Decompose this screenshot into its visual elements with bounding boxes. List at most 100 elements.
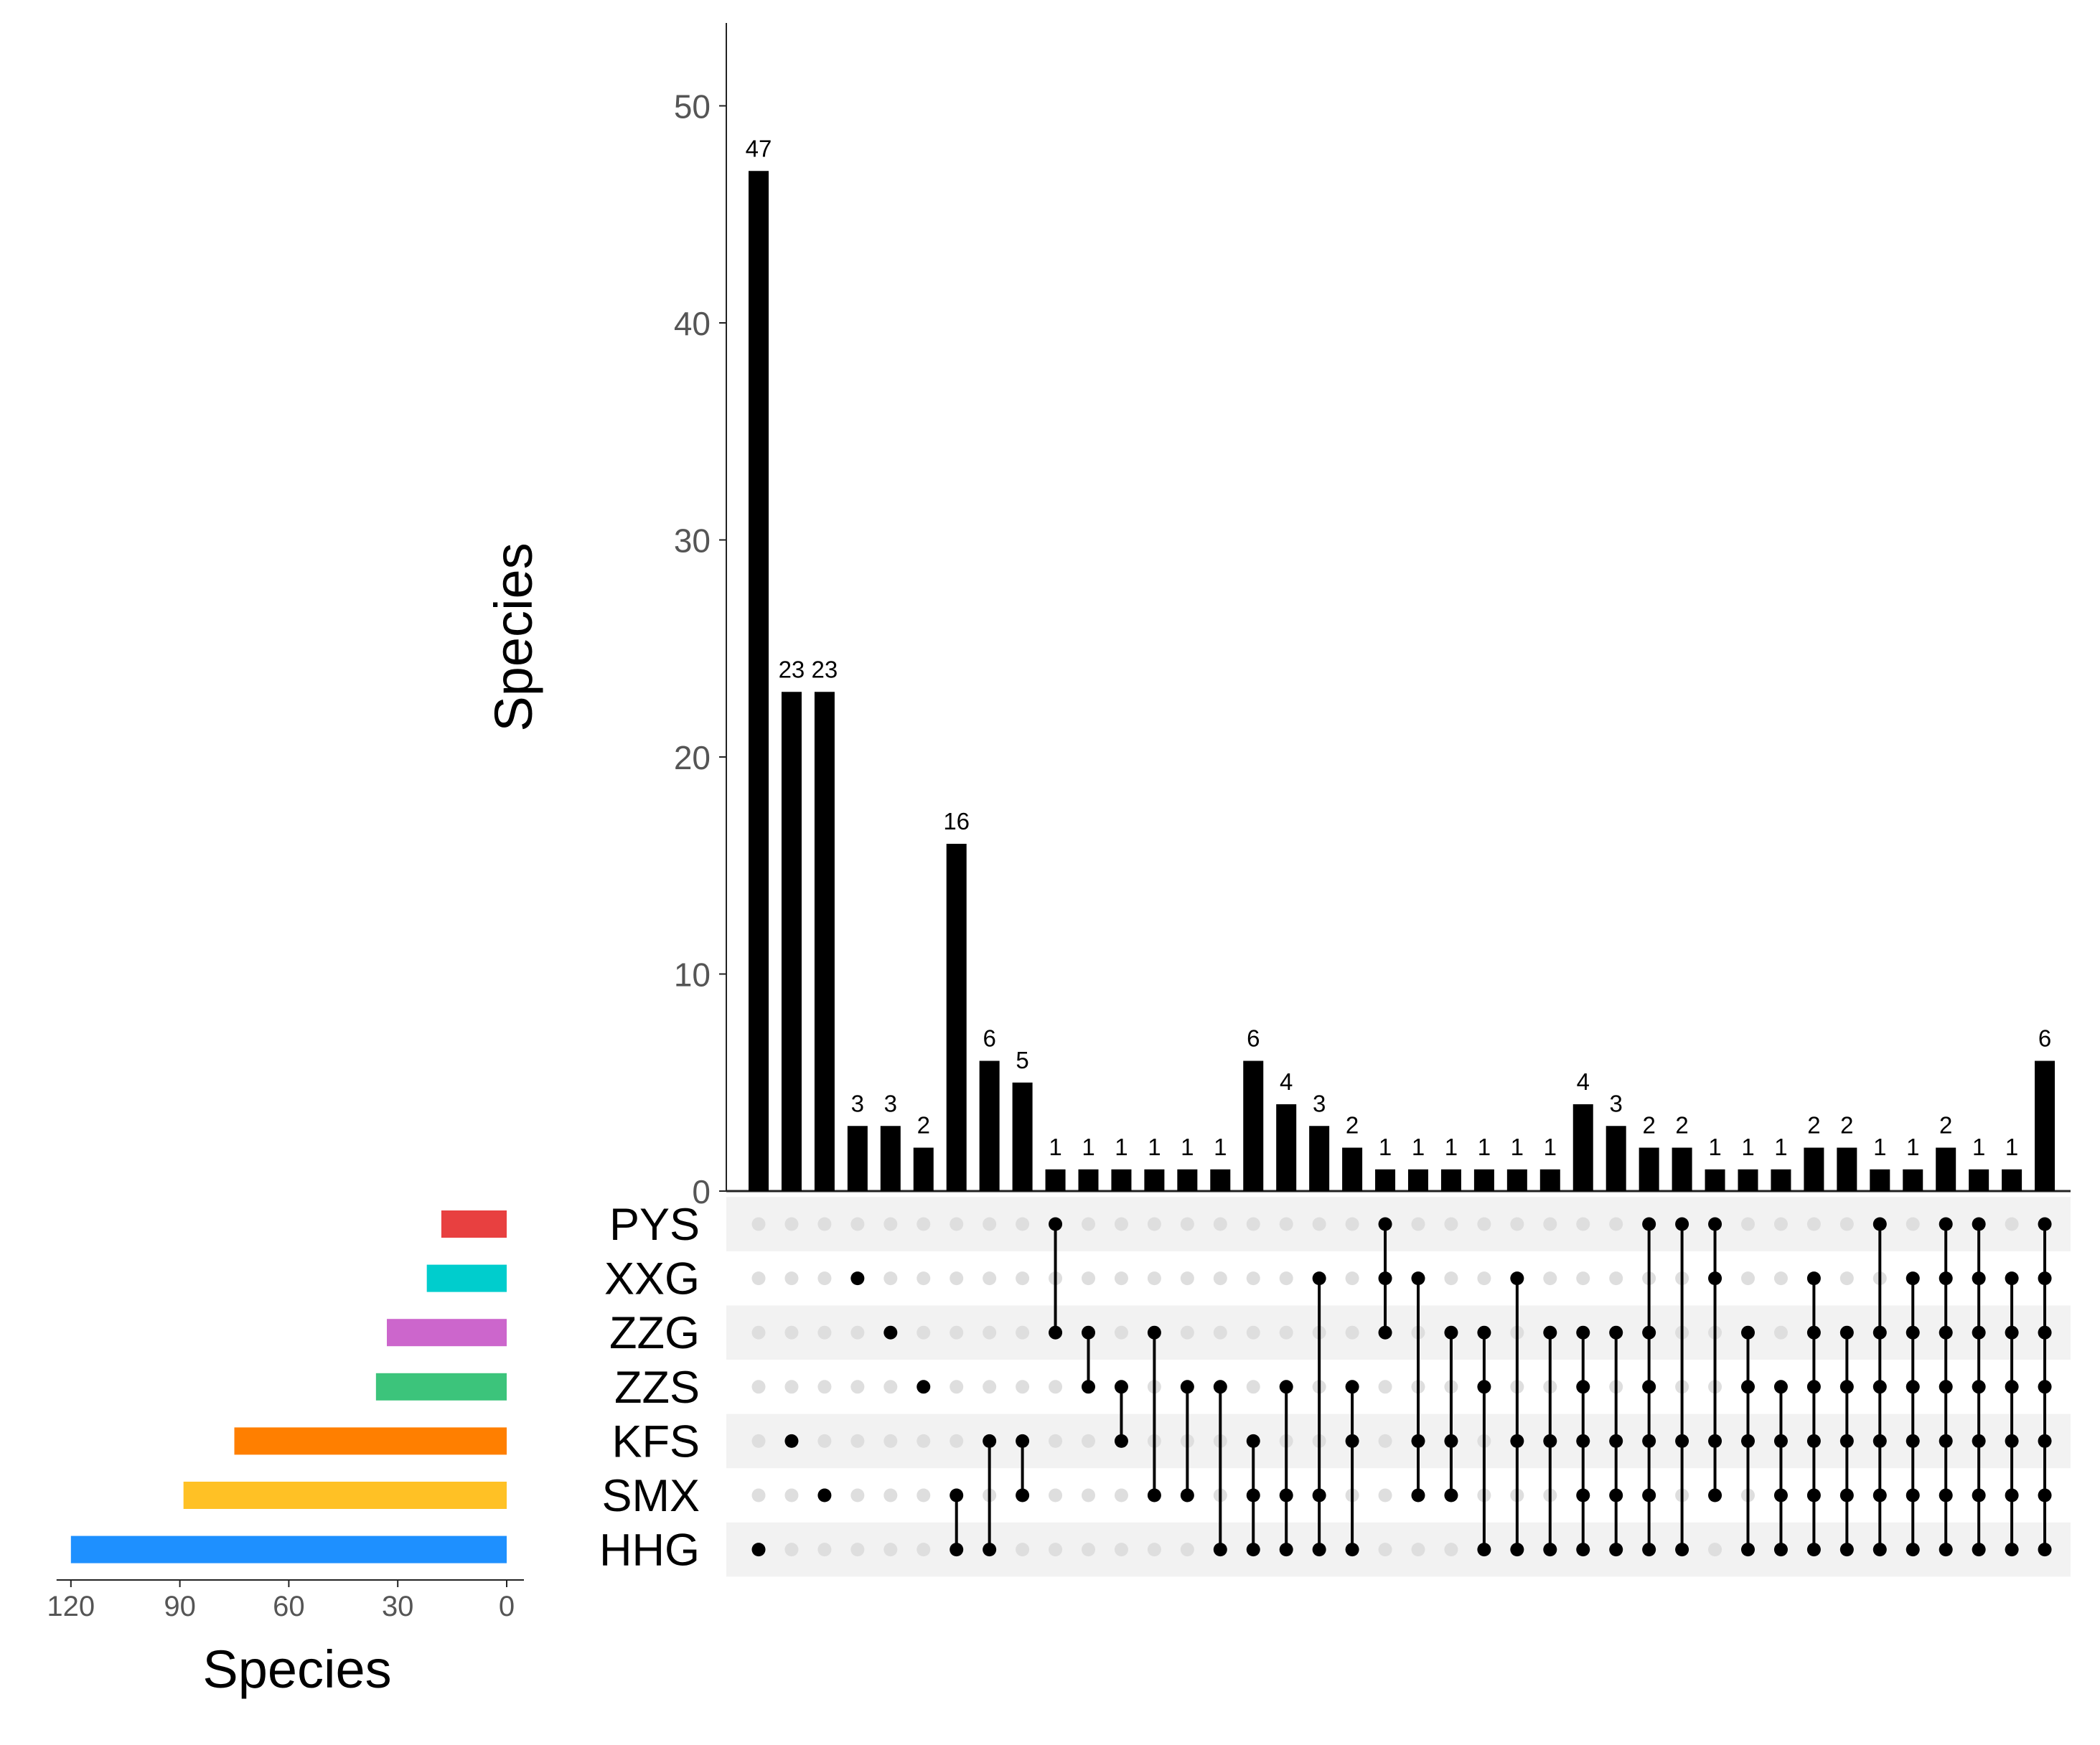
set-size-bar — [375, 1373, 507, 1401]
set-size-bar — [183, 1482, 507, 1509]
intersection-bar — [1473, 1169, 1494, 1191]
set-name-label: SMX — [601, 1471, 700, 1521]
matrix-dot-inactive — [1345, 1271, 1359, 1286]
matrix-dot-active — [1576, 1543, 1590, 1557]
bar-value-label: 2 — [1840, 1112, 1853, 1139]
intersection-bar — [880, 1126, 901, 1191]
matrix-dot-inactive — [917, 1543, 931, 1557]
intersection-bar — [1342, 1147, 1363, 1191]
intersection-bar — [979, 1060, 1000, 1191]
matrix-dot-inactive — [883, 1217, 898, 1231]
matrix-dot-active — [1543, 1543, 1557, 1557]
bar-value-label: 2 — [1807, 1112, 1820, 1139]
matrix-dot-inactive — [983, 1271, 997, 1286]
matrix-dot-inactive — [1378, 1543, 1392, 1557]
matrix-dot-inactive — [1082, 1543, 1095, 1557]
matrix-dot-active — [1411, 1434, 1425, 1448]
matrix-dot-active — [1939, 1380, 1953, 1394]
bar-value-label: 1 — [1972, 1134, 1985, 1160]
matrix-dot-inactive — [850, 1380, 865, 1394]
intersection-bar — [1375, 1169, 1396, 1191]
matrix-dot-active — [2005, 1325, 2019, 1340]
matrix-dot-active — [1708, 1488, 1722, 1502]
intersection-bars — [749, 171, 2056, 1191]
matrix-dot-inactive — [883, 1543, 898, 1557]
bar-value-label: 16 — [943, 808, 970, 834]
matrix-dot-active — [1839, 1543, 1854, 1557]
matrix-dot-inactive — [917, 1325, 931, 1340]
matrix-dot-active — [1806, 1380, 1821, 1394]
matrix-dot-active — [1741, 1380, 1755, 1394]
matrix-dot-active — [1213, 1380, 1227, 1394]
matrix-dot-active — [1872, 1380, 1887, 1394]
matrix-dot-active — [950, 1488, 964, 1502]
bar-value-label: 2 — [917, 1112, 930, 1139]
matrix-dot-active — [1939, 1217, 1953, 1231]
set-name-label: HHG — [599, 1525, 700, 1576]
matrix-dot-inactive — [1114, 1488, 1128, 1502]
intersection-bar — [1210, 1169, 1231, 1191]
matrix-dot-active — [1773, 1543, 1788, 1557]
bar-value-label: 1 — [2005, 1134, 2018, 1160]
matrix-dot-active — [2038, 1271, 2052, 1286]
matrix-dot-inactive — [751, 1217, 766, 1231]
intersection-bar — [1936, 1147, 1956, 1191]
intersection-bar — [1309, 1126, 1330, 1191]
y-tick-label: 30 — [674, 522, 711, 560]
matrix-dot-inactive — [950, 1380, 964, 1394]
matrix-dot-active — [2038, 1488, 2052, 1502]
matrix-dot-active — [1147, 1325, 1161, 1340]
set-size-bar — [441, 1210, 507, 1238]
matrix-dot-inactive — [1213, 1217, 1227, 1231]
set-name-label: ZZG — [609, 1308, 700, 1358]
matrix-dot-active — [1543, 1325, 1557, 1340]
matrix-dot-active — [2005, 1380, 2019, 1394]
bar-value-label: 23 — [779, 656, 805, 682]
intersection-size-axis: 0 10 20 30 40 50 Species — [484, 23, 2071, 1210]
matrix-dot-inactive — [1741, 1217, 1755, 1231]
intersection-bar — [1837, 1147, 1857, 1191]
set-axis-tick-label: 90 — [164, 1591, 196, 1622]
matrix-dot-inactive — [1609, 1271, 1623, 1286]
bar-value-label: 1 — [1049, 1134, 1061, 1160]
matrix-dot-inactive — [1576, 1217, 1590, 1231]
matrix-dot-inactive — [1049, 1380, 1063, 1394]
matrix-dot-inactive — [850, 1488, 865, 1502]
matrix-dot-active — [1345, 1434, 1359, 1448]
matrix-dot-inactive — [1082, 1434, 1095, 1448]
bar-value-label: 3 — [884, 1090, 897, 1116]
intersection-bar — [1870, 1169, 1890, 1191]
bar-value-label: 1 — [1115, 1134, 1128, 1160]
set-size-bar — [234, 1427, 507, 1455]
matrix-dot-active — [1180, 1488, 1194, 1502]
matrix-dot-active — [1576, 1434, 1590, 1448]
bar-value-label: 1 — [1379, 1134, 1392, 1160]
intersection-bar — [1705, 1169, 1725, 1191]
matrix-dot-active — [1444, 1325, 1458, 1340]
bar-value-label: 1 — [1214, 1134, 1227, 1160]
matrix-dot-active — [917, 1380, 931, 1394]
bar-value-label: 3 — [851, 1090, 864, 1116]
matrix-dot-active — [1082, 1380, 1095, 1394]
matrix-dot-inactive — [1839, 1271, 1854, 1286]
matrix-dot-inactive — [1246, 1380, 1260, 1394]
matrix-dot-active — [1016, 1488, 1030, 1502]
y-tick-label: 0 — [692, 1173, 711, 1210]
matrix-dot-inactive — [1180, 1217, 1194, 1231]
matrix-dot-inactive — [1741, 1271, 1755, 1286]
matrix-dot-active — [1806, 1488, 1821, 1502]
matrix-dot-inactive — [950, 1434, 964, 1448]
matrix-dot-active — [1839, 1325, 1854, 1340]
matrix-dot-inactive — [1411, 1543, 1425, 1557]
matrix-dot-inactive — [950, 1217, 964, 1231]
intersection-bar — [1572, 1104, 1593, 1191]
set-size-axis: 120 90 60 30 0 Species — [47, 1579, 524, 1699]
matrix-dot-active — [1906, 1434, 1920, 1448]
matrix-dot-active — [1939, 1434, 1953, 1448]
matrix-dot-active — [1872, 1217, 1887, 1231]
intersection-bar — [1012, 1082, 1033, 1191]
matrix-dot-active — [883, 1325, 898, 1340]
bar-value-label: 1 — [1774, 1134, 1787, 1160]
